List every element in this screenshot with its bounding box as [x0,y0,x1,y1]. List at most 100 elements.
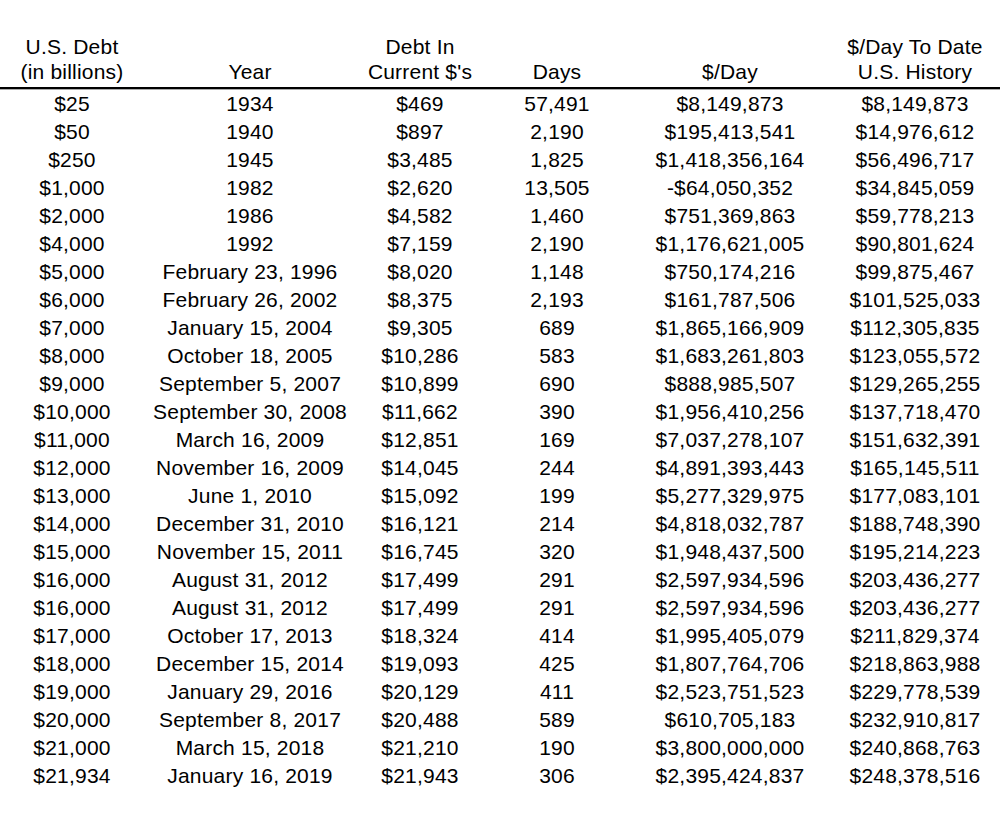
cell-per-day-to-date: $112,305,835 [830,314,1000,342]
column-header-debt-current-line1: Debt In [356,34,484,59]
cell-debt-billions: $10,000 [0,398,144,426]
cell-year: January 15, 2004 [144,314,356,342]
cell-year: September 5, 2007 [144,370,356,398]
cell-year: March 16, 2009 [144,426,356,454]
cell-per-day-to-date: $188,748,390 [830,510,1000,538]
cell-year: December 31, 2010 [144,510,356,538]
debt-table-sheet: U.S. Debt(in billions)YearDebt InCurrent… [0,34,1000,790]
cell-per-day-to-date: $218,863,988 [830,650,1000,678]
cell-days: 190 [484,734,630,762]
cell-per-day: $7,037,278,107 [630,426,830,454]
cell-per-day: $888,985,507 [630,370,830,398]
cell-debt-billions: $4,000 [0,230,144,258]
cell-debt-current: $3,485 [356,146,484,174]
cell-debt-current: $17,499 [356,594,484,622]
cell-debt-current: $20,488 [356,706,484,734]
column-header-debt-billions-line1: U.S. Debt [0,34,144,59]
cell-debt-current: $2,620 [356,174,484,202]
cell-debt-current: $7,159 [356,230,484,258]
table-body: $251934$46957,491$8,149,873$8,149,873$50… [0,89,1000,790]
cell-year: November 15, 2011 [144,538,356,566]
cell-days: 291 [484,566,630,594]
cell-debt-billions: $13,000 [0,482,144,510]
table-row: $21,934January 16, 2019$21,943306$2,395,… [0,762,1000,790]
cell-per-day-to-date: $203,436,277 [830,594,1000,622]
cell-per-day: $195,413,541 [630,118,830,146]
cell-per-day: $1,807,764,706 [630,650,830,678]
cell-debt-current: $16,745 [356,538,484,566]
column-header-per-day-line2: $/Day [630,59,830,84]
cell-debt-billions: $16,000 [0,566,144,594]
column-header-debt-current-line2: Current $'s [356,59,484,84]
table-row: $11,000March 16, 2009$12,851169$7,037,27… [0,426,1000,454]
cell-debt-current: $19,093 [356,650,484,678]
cell-year: March 15, 2018 [144,734,356,762]
cell-days: 291 [484,594,630,622]
cell-per-day: $1,176,621,005 [630,230,830,258]
cell-debt-billions: $8,000 [0,342,144,370]
cell-debt-billions: $5,000 [0,258,144,286]
cell-year: 1934 [144,89,356,118]
cell-debt-current: $21,210 [356,734,484,762]
cell-debt-billions: $14,000 [0,510,144,538]
header-row: U.S. Debt(in billions)YearDebt InCurrent… [0,34,1000,89]
cell-per-day-to-date: $14,976,612 [830,118,1000,146]
cell-days: 689 [484,314,630,342]
cell-debt-billions: $9,000 [0,370,144,398]
cell-days: 425 [484,650,630,678]
table-row: $18,000December 15, 2014$19,093425$1,807… [0,650,1000,678]
cell-debt-current: $15,092 [356,482,484,510]
cell-per-day-to-date: $248,378,516 [830,762,1000,790]
cell-debt-billions: $21,000 [0,734,144,762]
column-header-per-day: $/Day [630,34,830,89]
cell-debt-current: $16,121 [356,510,484,538]
cell-per-day: $2,597,934,596 [630,594,830,622]
cell-debt-billions: $1,000 [0,174,144,202]
table-row: $15,000November 15, 2011$16,745320$1,948… [0,538,1000,566]
column-header-debt-current: Debt InCurrent $'s [356,34,484,89]
cell-per-day-to-date: $195,214,223 [830,538,1000,566]
cell-per-day-to-date: $240,868,763 [830,734,1000,762]
cell-per-day: $610,705,183 [630,706,830,734]
cell-per-day-to-date: $211,829,374 [830,622,1000,650]
table-row: $1,0001982$2,62013,505-$64,050,352$34,84… [0,174,1000,202]
cell-debt-billions: $20,000 [0,706,144,734]
cell-year: September 30, 2008 [144,398,356,426]
cell-per-day-to-date: $59,778,213 [830,202,1000,230]
cell-debt-billions: $250 [0,146,144,174]
cell-debt-current: $469 [356,89,484,118]
cell-year: January 16, 2019 [144,762,356,790]
table-row: $19,000January 29, 2016$20,129411$2,523,… [0,678,1000,706]
table-header: U.S. Debt(in billions)YearDebt InCurrent… [0,34,1000,89]
cell-debt-current: $8,020 [356,258,484,286]
cell-per-day: $2,523,751,523 [630,678,830,706]
cell-debt-billions: $6,000 [0,286,144,314]
cell-debt-current: $4,582 [356,202,484,230]
cell-per-day: $750,174,216 [630,258,830,286]
column-header-year: Year [144,34,356,89]
cell-per-day-to-date: $177,083,101 [830,482,1000,510]
cell-per-day: $1,956,410,256 [630,398,830,426]
cell-per-day-to-date: $165,145,511 [830,454,1000,482]
cell-per-day: $2,597,934,596 [630,566,830,594]
cell-debt-billions: $50 [0,118,144,146]
cell-debt-billions: $17,000 [0,622,144,650]
cell-debt-current: $17,499 [356,566,484,594]
cell-debt-current: $21,943 [356,762,484,790]
table-row: $2,0001986$4,5821,460$751,369,863$59,778… [0,202,1000,230]
table-row: $501940$8972,190$195,413,541$14,976,612 [0,118,1000,146]
cell-days: 589 [484,706,630,734]
cell-per-day-to-date: $99,875,467 [830,258,1000,286]
cell-days: 199 [484,482,630,510]
cell-per-day-to-date: $123,055,572 [830,342,1000,370]
cell-debt-billions: $18,000 [0,650,144,678]
cell-days: 411 [484,678,630,706]
cell-year: August 31, 2012 [144,594,356,622]
cell-per-day-to-date: $229,778,539 [830,678,1000,706]
cell-per-day: $1,418,356,164 [630,146,830,174]
cell-debt-current: $897 [356,118,484,146]
cell-per-day-to-date: $129,265,255 [830,370,1000,398]
cell-days: 2,193 [484,286,630,314]
column-header-debt-billions: U.S. Debt(in billions) [0,34,144,89]
cell-year: 1945 [144,146,356,174]
